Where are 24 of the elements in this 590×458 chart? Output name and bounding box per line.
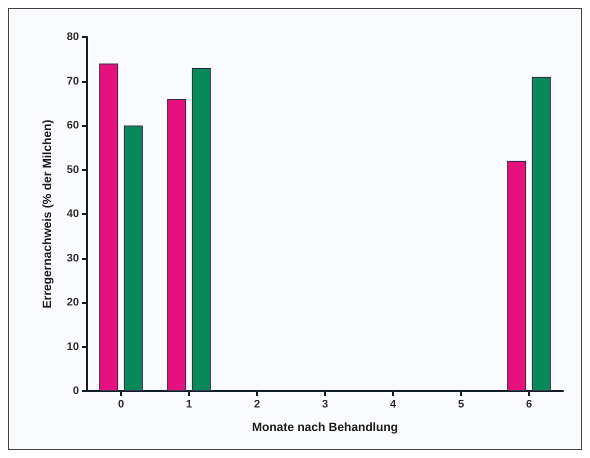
x-tick-label: 4	[390, 398, 397, 410]
bar	[192, 68, 211, 391]
x-tick-label: 0	[118, 398, 124, 410]
y-tick-label: 30	[66, 252, 79, 264]
x-tick-label: 6	[526, 398, 532, 410]
y-tick-label: 50	[66, 164, 79, 176]
bar	[507, 160, 526, 391]
bar	[124, 126, 143, 391]
y-axis-title: Erregernachweis (% der Milchen)	[40, 120, 54, 308]
y-tick-label: 70	[66, 75, 79, 88]
x-tick-label: 5	[458, 398, 464, 410]
y-tick-label: 80	[66, 31, 79, 43]
x-tick-label: 3	[322, 398, 328, 410]
y-tick-label: 20	[66, 296, 79, 308]
y-tick-label: 40	[66, 208, 79, 220]
y-tick-label: 60	[66, 120, 79, 132]
y-tick-label: 10	[66, 340, 79, 353]
x-tick-label: 1	[186, 398, 192, 410]
bar	[532, 76, 551, 391]
bar	[167, 98, 186, 391]
y-tick-label: 0	[72, 385, 79, 397]
x-axis-title: Monate nach Behandlung	[252, 420, 398, 434]
x-tick-label: 2	[254, 398, 260, 410]
bar	[99, 64, 118, 391]
